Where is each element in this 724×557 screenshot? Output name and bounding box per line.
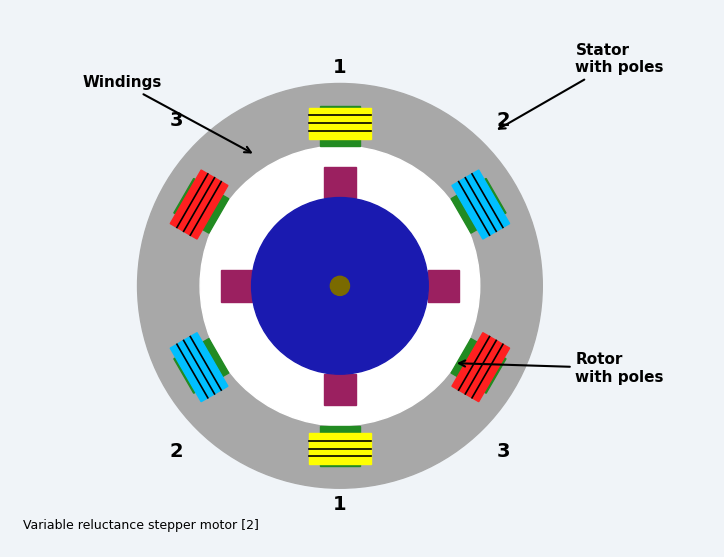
Polygon shape [170,333,228,402]
Polygon shape [451,178,506,233]
Polygon shape [324,374,356,405]
Polygon shape [174,178,229,233]
Circle shape [200,146,480,426]
Polygon shape [451,339,506,393]
Polygon shape [320,426,360,466]
Polygon shape [309,108,371,139]
Text: 3: 3 [497,442,510,461]
Polygon shape [428,270,459,302]
Polygon shape [174,339,229,393]
Text: 1: 1 [333,58,347,77]
Text: Rotor
with poles: Rotor with poles [459,352,664,384]
Polygon shape [324,167,356,198]
Circle shape [330,276,350,295]
Circle shape [252,198,428,374]
Text: Stator
with poles: Stator with poles [499,43,664,129]
Text: Variable reluctance stepper motor [2]: Variable reluctance stepper motor [2] [23,519,259,532]
Circle shape [138,84,542,488]
Text: Windings: Windings [83,75,251,153]
Polygon shape [320,106,360,146]
Polygon shape [170,170,228,239]
Polygon shape [221,270,252,302]
Text: 3: 3 [170,111,183,130]
Polygon shape [452,170,510,239]
Polygon shape [309,433,371,464]
Polygon shape [452,333,510,402]
Text: oyostepper.com: oyostepper.com [308,312,402,325]
Text: 2: 2 [497,111,510,130]
Text: 1: 1 [333,495,347,514]
Text: 2: 2 [169,442,183,461]
